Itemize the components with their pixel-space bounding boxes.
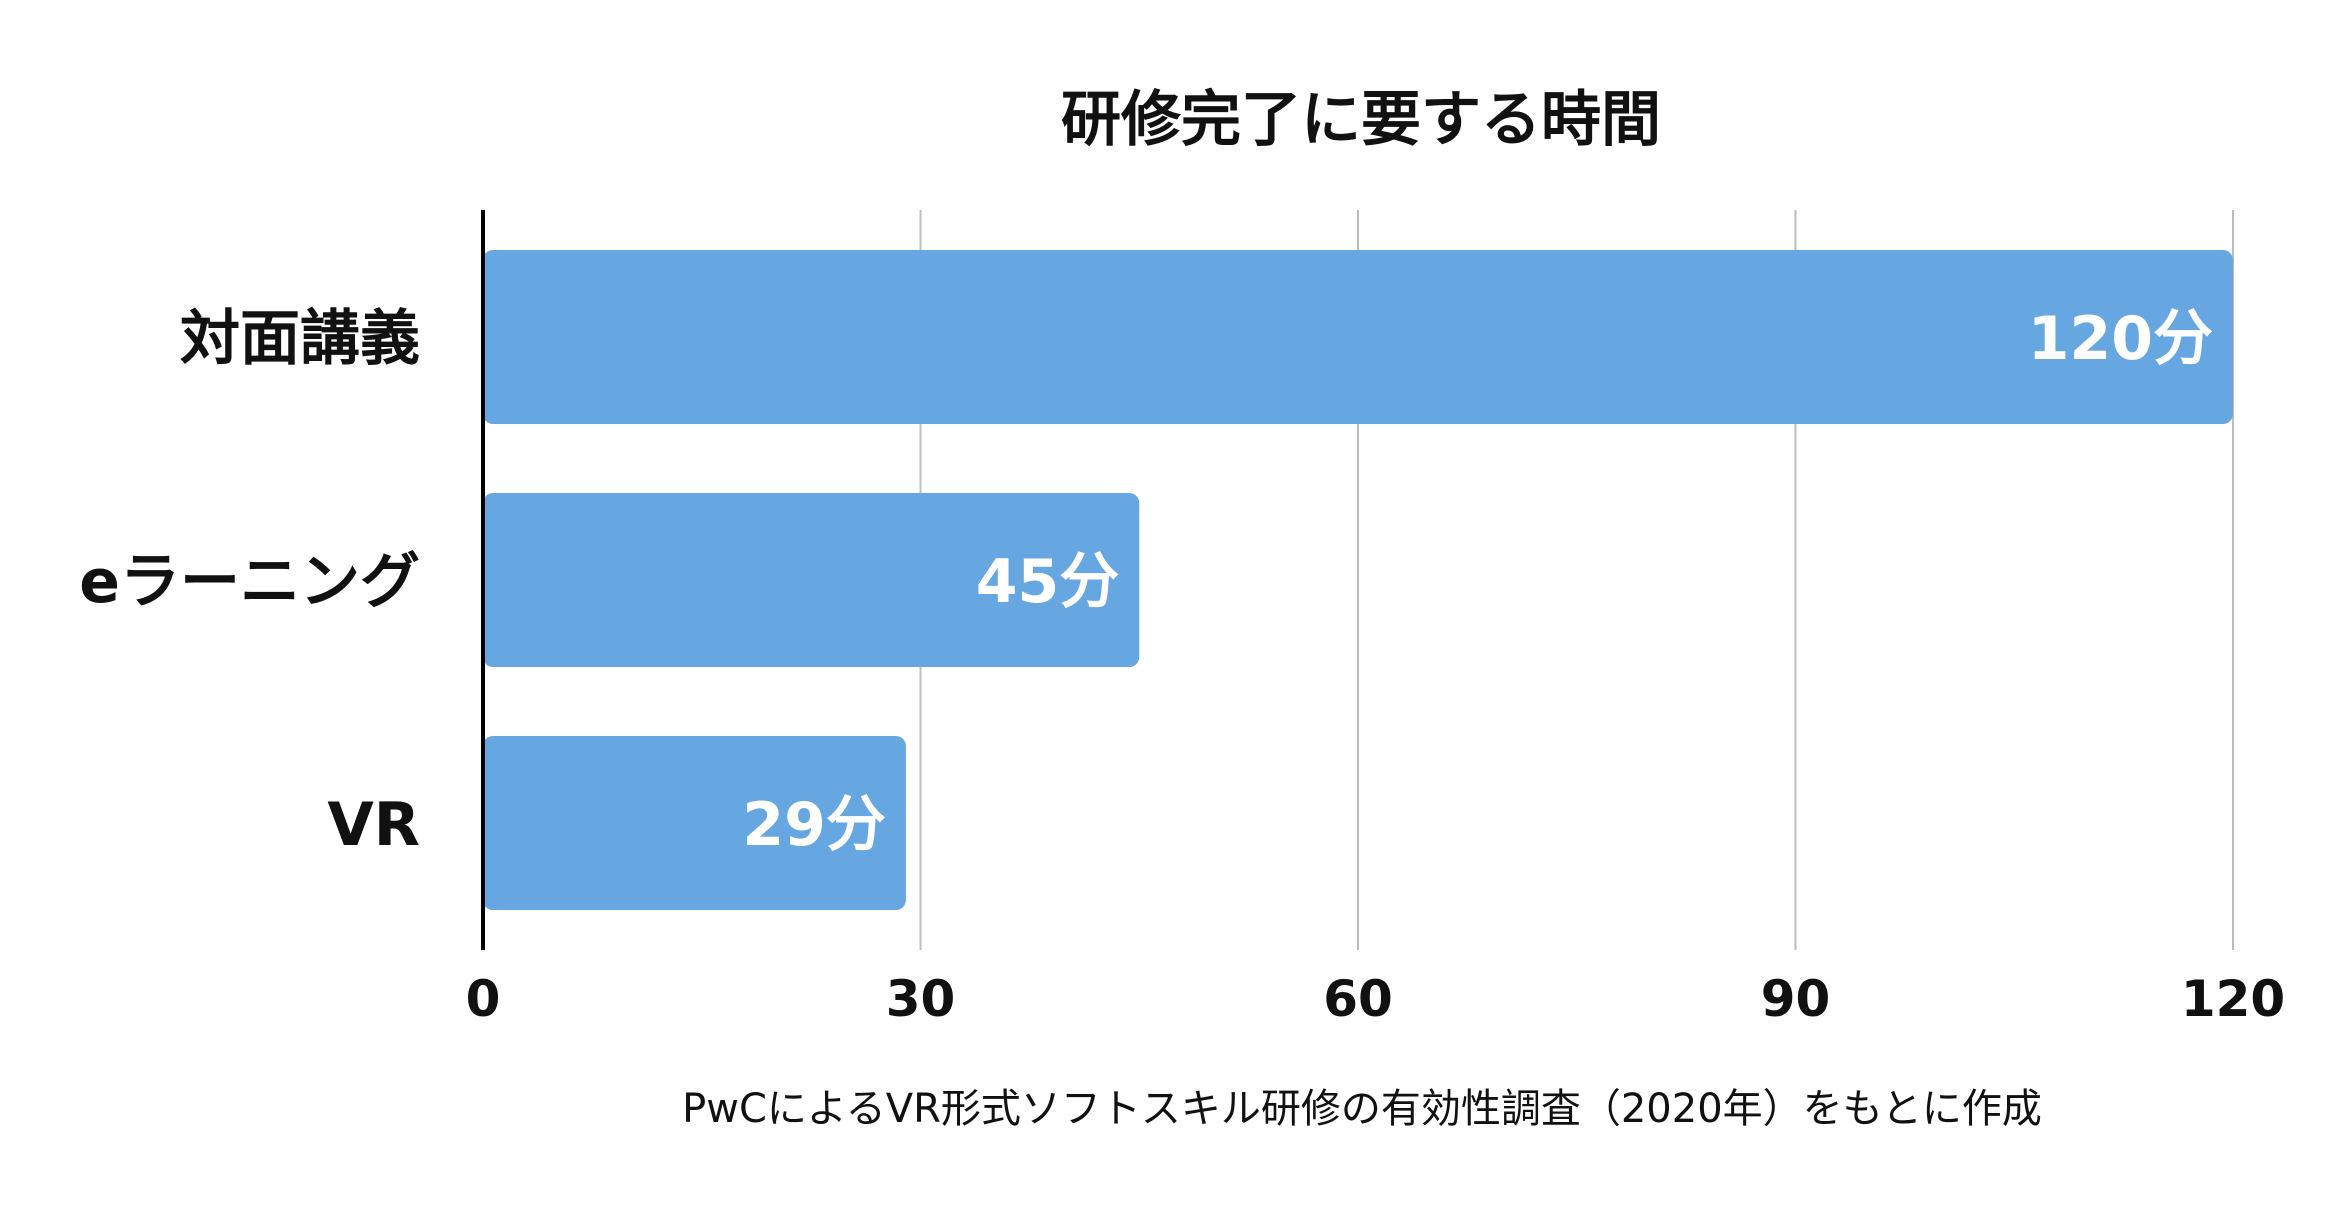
x-tick-label: 120 [2181, 970, 2285, 1028]
bars [483, 250, 2233, 910]
data-label: 45分 [976, 547, 1120, 617]
x-tick-label: 30 [886, 970, 956, 1028]
x-tick-label: 0 [466, 970, 501, 1028]
chart-title: 研修完了に要する時間 [1061, 85, 1661, 155]
x-tick-label: 60 [1323, 970, 1393, 1028]
x-tick-label: 90 [1761, 970, 1831, 1028]
source-note: PwCによるVR形式ソフトスキル研修の有効性調査（2020年）をもとに作成 [682, 1086, 2042, 1132]
category-label: VR [327, 790, 420, 860]
data-label: 29分 [742, 790, 886, 860]
bar [483, 493, 1140, 667]
data-label: 120分 [2028, 304, 2213, 374]
bar [483, 736, 906, 910]
labels: 120分 対面講義 45分 eラーニング 29分 VR 0 30 60 90 120 [79, 304, 2285, 1028]
category-label: 対面講義 [180, 304, 420, 374]
category-label: eラーニング [79, 547, 420, 617]
bar [483, 250, 2233, 424]
